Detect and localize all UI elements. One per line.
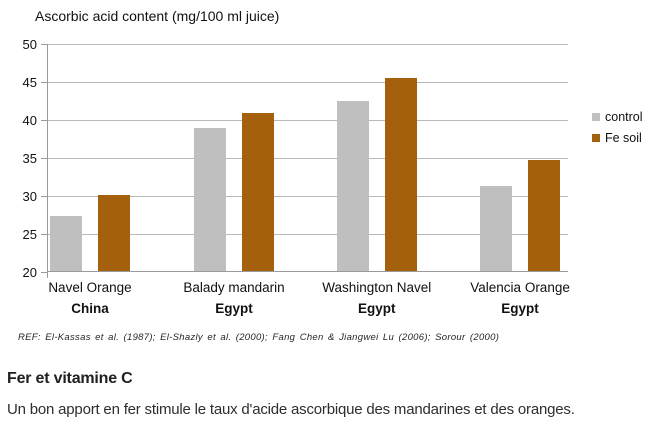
x-label-2: Washington Navel Egypt xyxy=(292,278,462,320)
x-label-3: Valencia Orange Egypt xyxy=(435,278,605,320)
country-name: Egypt xyxy=(358,300,396,316)
reference-text: REF: El-Kassas et al. (1987); El-Shazly … xyxy=(18,332,500,343)
x-label-0: Navel Orange China xyxy=(5,278,175,320)
y-axis-tick xyxy=(41,196,47,197)
bar-fe-soil-1 xyxy=(242,112,275,271)
y-tick-label: 35 xyxy=(22,151,37,166)
y-axis-tick xyxy=(41,82,47,83)
bar-control-3 xyxy=(480,185,513,271)
caption-heading: Fer et vitamine C xyxy=(7,370,133,387)
legend-label: control xyxy=(605,110,643,124)
gridline xyxy=(47,234,568,235)
y-tick-label: 20 xyxy=(22,265,37,280)
bar-control-2 xyxy=(336,100,369,271)
bar-fe-soil-2 xyxy=(384,77,417,271)
y-axis-tick xyxy=(41,234,47,235)
x-label-1: Balady mandarin Egypt xyxy=(149,278,319,320)
caption-body: Un bon apport en fer stimule le taux d'a… xyxy=(7,401,575,418)
y-axis-tick xyxy=(41,272,47,273)
plot-area xyxy=(41,44,568,278)
chart-title: Ascorbic acid content (mg/100 ml juice) xyxy=(35,8,280,24)
y-axis-tick xyxy=(41,158,47,159)
cultivar-name: Valencia Orange xyxy=(470,280,570,295)
legend: control Fe soil xyxy=(592,110,643,152)
y-axis-tick xyxy=(41,44,47,45)
y-axis-tick xyxy=(41,120,47,121)
y-tick-label: 40 xyxy=(22,113,37,128)
cultivar-name: Navel Orange xyxy=(48,280,132,295)
y-tick-label: 30 xyxy=(22,189,37,204)
country-name: Egypt xyxy=(215,300,253,316)
country-name: China xyxy=(71,300,109,316)
gridline xyxy=(47,82,568,83)
gridline xyxy=(47,196,568,197)
bar-control-0 xyxy=(49,215,82,271)
bar-fe-soil-0 xyxy=(97,195,130,271)
gridline xyxy=(47,158,568,159)
legend-item-control: control xyxy=(592,110,643,124)
y-tick-label: 50 xyxy=(22,37,37,52)
legend-item-fe-soil: Fe soil xyxy=(592,131,643,145)
legend-label: Fe soil xyxy=(605,131,642,145)
bar-fe-soil-3 xyxy=(528,160,561,271)
cultivar-name: Balady mandarin xyxy=(183,280,285,295)
legend-swatch-icon xyxy=(592,113,600,121)
y-tick-label: 25 xyxy=(22,227,37,242)
x-axis-tick xyxy=(47,272,48,278)
gridline xyxy=(47,44,568,45)
y-axis-line xyxy=(47,44,48,272)
y-tick-label: 45 xyxy=(22,75,37,90)
legend-swatch-icon xyxy=(592,134,600,142)
cultivar-name: Washington Navel xyxy=(322,280,432,295)
gridline xyxy=(47,120,568,121)
bar-control-1 xyxy=(194,128,227,271)
x-axis-line xyxy=(47,271,568,272)
country-name: Egypt xyxy=(501,300,539,316)
